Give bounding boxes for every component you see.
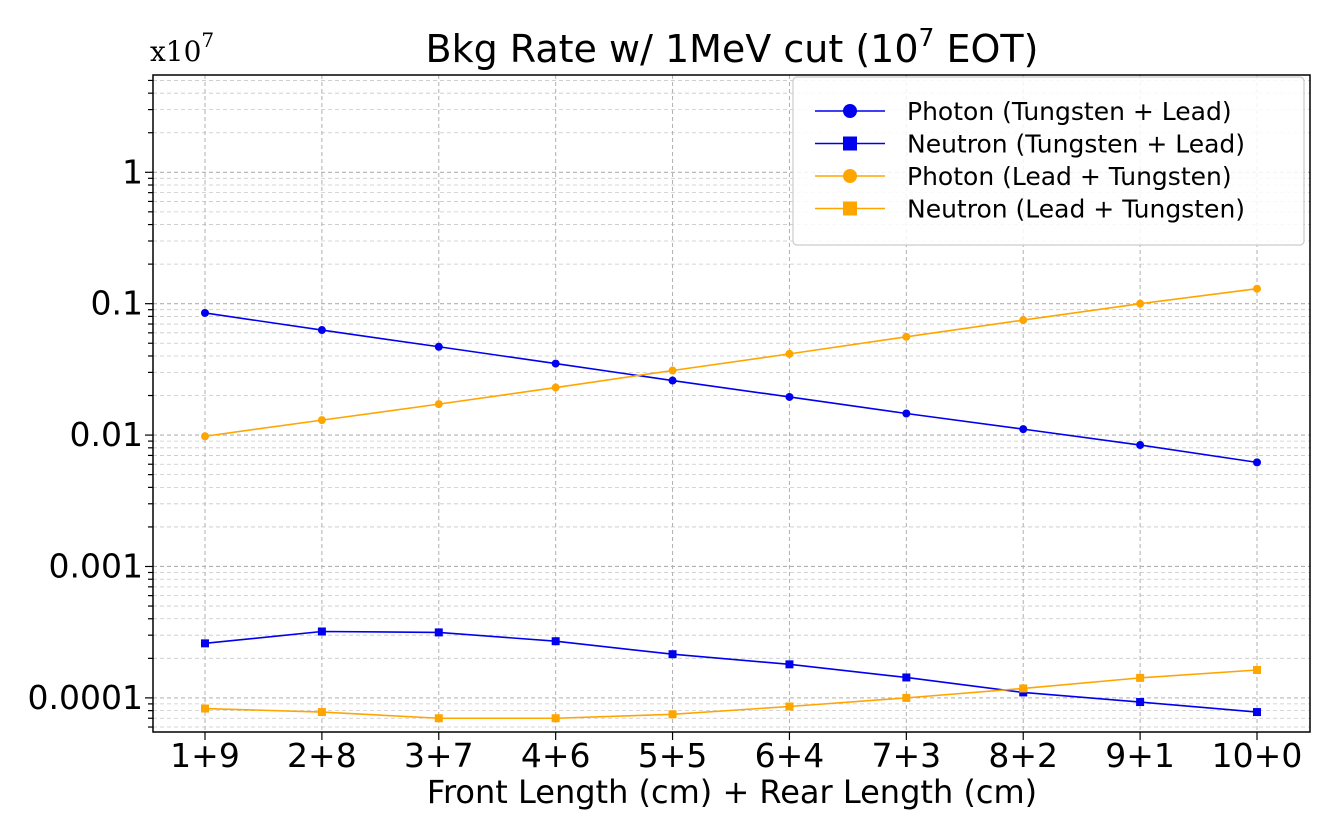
data-point: [902, 673, 911, 682]
series-line: [204, 669, 1258, 720]
data-point: [201, 432, 209, 441]
legend-marker: [843, 136, 857, 151]
data-point: [902, 332, 911, 341]
legend-entry: Neutron (Tungsten + Lead): [815, 130, 1245, 159]
data-point: [1136, 673, 1145, 682]
data-point: [902, 409, 911, 418]
y-tick-label: 1: [122, 152, 143, 191]
legend-entry: Neutron (Lead + Tungsten): [815, 195, 1245, 224]
data-point: [668, 376, 677, 385]
data-point: [1019, 316, 1028, 325]
x-axis-label: Front Length (cm) + Rear Length (cm): [427, 773, 1037, 811]
series-line: [204, 630, 1258, 713]
data-point: [551, 637, 560, 646]
data-point: [551, 714, 560, 723]
plot-frame: [152, 74, 1311, 733]
data-point: [317, 326, 326, 335]
data-point: [902, 693, 911, 702]
data-point: [1136, 441, 1145, 450]
data-point: [317, 416, 326, 425]
x-tick-label: 5+5: [638, 736, 708, 775]
data-point: [201, 704, 209, 713]
series-layer: [201, 284, 1261, 723]
legend-label: Photon (Lead + Tungsten): [907, 162, 1232, 191]
data-point: [201, 639, 209, 648]
x-tick-label: 7+3: [872, 736, 942, 775]
data-point: [317, 708, 326, 717]
x-tick-label: 6+4: [755, 736, 825, 775]
data-point: [1253, 708, 1261, 717]
data-point: [1019, 684, 1028, 693]
legend-marker: [843, 201, 857, 216]
legend-label: Neutron (Lead + Tungsten): [907, 195, 1245, 224]
series-line: [204, 287, 1258, 438]
legend-entry: Photon (Lead + Tungsten): [815, 162, 1232, 191]
x-tick-label: 8+2: [988, 736, 1058, 775]
chart-title: Bkg Rate w/ 1MeV cut (107 EOT): [426, 23, 1039, 71]
data-point: [1019, 425, 1028, 434]
y-tick-label: 0.1: [91, 284, 143, 323]
legend-marker: [843, 104, 857, 118]
x-tick-label: 3+7: [404, 736, 474, 775]
x-tick-label: 10+0: [1212, 736, 1303, 775]
data-point: [785, 349, 794, 358]
legend: Photon (Tungsten + Lead) Neutron (Tungste…: [792, 76, 1305, 246]
series-1-photon: [201, 308, 1261, 467]
data-point: [1253, 458, 1261, 467]
data-point: [1253, 666, 1261, 675]
data-point: [785, 392, 794, 401]
data-point: [434, 342, 443, 351]
data-point: [1253, 284, 1261, 293]
data-point: [1136, 299, 1145, 308]
data-point: [668, 650, 677, 659]
data-point: [201, 308, 209, 317]
x-tick-label: 2+8: [287, 736, 357, 775]
series-4-neutron: [201, 666, 1261, 723]
data-point: [551, 383, 560, 392]
data-point: [668, 366, 677, 375]
x-tick-label: 4+6: [521, 736, 591, 775]
data-point: [668, 710, 677, 719]
data-point: [551, 359, 560, 368]
series-2-neutron: [201, 627, 1261, 717]
data-point: [434, 628, 443, 637]
x-tick-label: 9+1: [1105, 736, 1175, 775]
data-point: [317, 627, 326, 636]
y-tick-label: 0.01: [70, 415, 143, 454]
data-point: [1019, 688, 1028, 697]
y-tick-label: 0.001: [49, 546, 143, 585]
legend-marker: [843, 169, 857, 183]
y-scale-label: x107: [150, 28, 214, 68]
legend-label: Photon (Tungsten + Lead): [907, 97, 1232, 126]
data-point: [1136, 698, 1145, 707]
grid-layer: [153, 75, 1310, 732]
legend-label: Neutron (Tungsten + Lead): [907, 130, 1245, 159]
y-tick-label: 0.0001: [28, 678, 143, 717]
legend-entry: Photon (Tungsten + Lead): [815, 97, 1232, 126]
data-point: [434, 400, 443, 409]
x-tick-label: 1+9: [170, 736, 240, 775]
data-point: [785, 660, 794, 669]
data-point: [434, 714, 443, 723]
series-line: [204, 312, 1258, 464]
tick-layer: 1+9 2+8 3+7 4+6 5+5 6+4 7+3 8+2 9+1 10+0 0.0001 0.0…: [28, 79, 1303, 775]
data-point: [785, 702, 794, 711]
series-3-photon: [201, 284, 1261, 441]
legend-box: [792, 76, 1305, 246]
